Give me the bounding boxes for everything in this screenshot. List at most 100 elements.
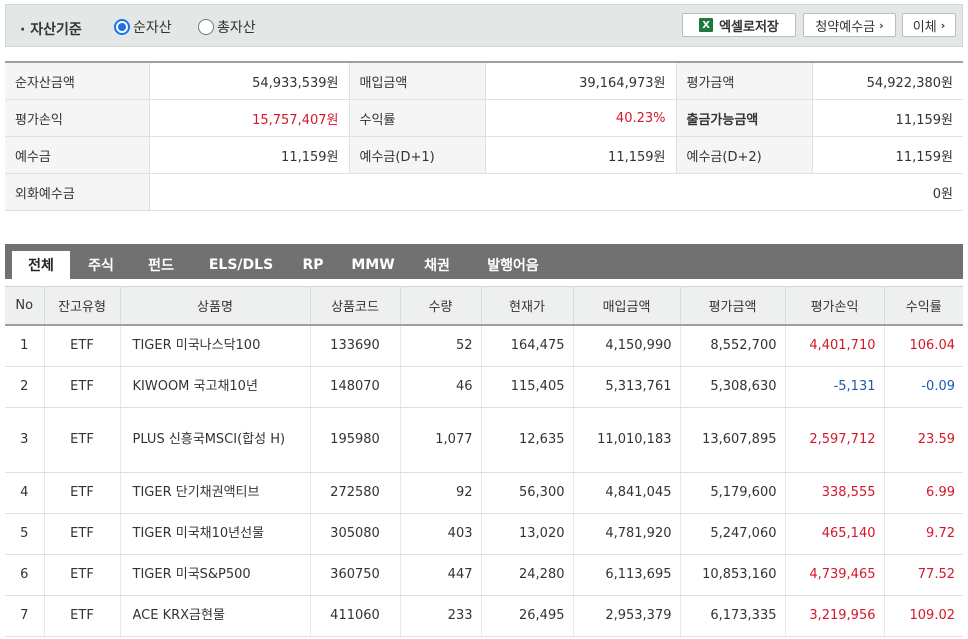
table-row[interactable]: 4 ETF TIGER 단기채권액티브 272580 92 56,300 4,8…	[5, 472, 963, 514]
cell-name[interactable]: TIGER 단기채권액티브	[120, 472, 311, 514]
tab-bond[interactable]: 채권	[424, 258, 450, 274]
cell-pl: -5,131	[785, 366, 885, 408]
cell-name[interactable]: TIGER 미국S&P500	[120, 554, 311, 596]
withdrawable-amount-value: 11,159원	[812, 99, 963, 137]
cell-buy: 11,010,183	[573, 407, 681, 473]
col-header-type[interactable]: 잔고유형	[44, 286, 121, 326]
col-header-code[interactable]: 상품코드	[310, 286, 401, 326]
deposit-d1-value: 11,159원	[485, 136, 677, 174]
cell-qty: 92	[400, 472, 482, 514]
cell-rate: 23.59	[884, 407, 963, 473]
radio-net-assets-label: 순자산	[133, 20, 172, 36]
cell-no: 5	[5, 513, 45, 555]
cell-qty: 52	[400, 325, 482, 367]
col-header-eval[interactable]: 평가금액	[680, 286, 786, 326]
foreign-deposit-value: 0원	[149, 173, 963, 211]
chevron-right-icon: ›	[879, 18, 884, 32]
cell-type: ETF	[44, 513, 121, 555]
cell-name[interactable]: KIWOOM 국고채10년	[120, 366, 311, 408]
summary-row: 예수금 11,159원 예수금(D+1) 11,159원 예수금(D+2) 11…	[5, 136, 963, 174]
cell-eval: 6,173,335	[680, 595, 786, 637]
cell-no: 1	[5, 325, 45, 367]
col-header-name[interactable]: 상품명	[120, 286, 311, 326]
cell-code: 305080	[310, 513, 401, 555]
cell-buy: 4,150,990	[573, 325, 681, 367]
cell-no: 7	[5, 595, 45, 637]
cell-buy: 5,313,761	[573, 366, 681, 408]
col-header-price[interactable]: 현재가	[481, 286, 574, 326]
deposit-d2-label: 예수금(D+2)	[676, 136, 813, 174]
cell-type: ETF	[44, 407, 121, 473]
table-row[interactable]: 7 ETF ACE KRX금현물 411060 233 26,495 2,953…	[5, 595, 963, 637]
cell-rate: 6.99	[884, 472, 963, 514]
tab-rp[interactable]: RP	[302, 257, 324, 273]
cell-qty: 403	[400, 513, 482, 555]
tab-mmw[interactable]: MMW	[351, 257, 395, 273]
cell-name[interactable]: PLUS 신흥국MSCI(합성 H)	[120, 407, 311, 473]
cell-price: 164,475	[481, 325, 574, 367]
withdrawable-amount-label: 출금가능금액	[676, 99, 813, 137]
cell-name[interactable]: TIGER 미국채10년선물	[120, 513, 311, 555]
asset-basis-label: · 자산기준	[20, 22, 82, 38]
cell-rate: 77.52	[884, 554, 963, 596]
deposit-d1-label: 예수금(D+1)	[349, 136, 486, 174]
cell-price: 24,280	[481, 554, 574, 596]
table-row[interactable]: 3 ETF PLUS 신흥국MSCI(합성 H) 195980 1,077 12…	[5, 407, 963, 473]
table-row[interactable]: 2 ETF KIWOOM 국고채10년 148070 46 115,405 5,…	[5, 366, 963, 408]
tab-stock[interactable]: 주식	[88, 258, 114, 274]
table-row[interactable]: 6 ETF TIGER 미국S&P500 360750 447 24,280 6…	[5, 554, 963, 596]
cell-no: 6	[5, 554, 45, 596]
unrealized-pl-label: 평가손익	[5, 99, 150, 137]
cell-eval: 5,179,600	[680, 472, 786, 514]
col-header-buy[interactable]: 매입금액	[573, 286, 681, 326]
cell-type: ETF	[44, 595, 121, 637]
table-row[interactable]: 5 ETF TIGER 미국채10년선물 305080 403 13,020 4…	[5, 513, 963, 555]
radio-total-assets[interactable]: 총자산	[198, 17, 256, 37]
foreign-deposit-label: 외화예수금	[5, 173, 150, 211]
holdings-table: No 잔고유형 상품명 상품코드 수량 현재가 매입금액 평가금액 평가손익 수…	[5, 286, 963, 637]
cell-pl: 338,555	[785, 472, 885, 514]
tab-all[interactable]: 전체	[12, 251, 70, 279]
asset-type-tabs: 전체 주식 펀드 ELS/DLS RP MMW 채권 발행어음	[5, 244, 963, 279]
subscription-deposit-button[interactable]: 청약예수금 ›	[803, 13, 896, 37]
cell-price: 26,495	[481, 595, 574, 637]
cell-qty: 46	[400, 366, 482, 408]
col-header-no[interactable]: No	[5, 286, 45, 326]
tab-fund[interactable]: 펀드	[148, 258, 174, 274]
radio-selected-icon[interactable]	[114, 19, 130, 35]
subscription-deposit-label: 청약예수금	[815, 19, 876, 35]
col-header-qty[interactable]: 수량	[400, 286, 482, 326]
save-excel-button[interactable]: X 엑셀로저장	[682, 13, 796, 37]
cell-pl: 4,739,465	[785, 554, 885, 596]
col-header-pl[interactable]: 평가손익	[785, 286, 885, 326]
net-asset-value: 54,933,539원	[149, 61, 350, 100]
asset-basis-bar: · 자산기준 순자산 총자산 X 엑셀로저장 청약예수금 › 이체 ›	[5, 4, 963, 47]
return-rate-value: 40.23%	[485, 99, 677, 137]
cell-rate: 106.04	[884, 325, 963, 367]
tab-issued-note[interactable]: 발행어음	[487, 258, 539, 274]
excel-icon: X	[699, 18, 714, 32]
cell-name[interactable]: TIGER 미국나스닥100	[120, 325, 311, 367]
deposit-label: 예수금	[5, 136, 150, 174]
cell-rate: -0.09	[884, 366, 963, 408]
summary-row: 평가손익 15,757,407원 수익률 40.23% 출금가능금액 11,15…	[5, 99, 963, 137]
purchase-amount-value: 39,164,973원	[485, 61, 677, 100]
tab-els-dls[interactable]: ELS/DLS	[208, 257, 274, 273]
cell-rate: 9.72	[884, 513, 963, 555]
col-header-rate[interactable]: 수익률	[884, 286, 963, 326]
table-row[interactable]: 1 ETF TIGER 미국나스닥100 133690 52 164,475 4…	[5, 325, 963, 367]
radio-net-assets[interactable]: 순자산	[114, 17, 172, 37]
cell-price: 12,635	[481, 407, 574, 473]
radio-total-assets-label: 총자산	[217, 20, 256, 36]
transfer-button[interactable]: 이체 ›	[902, 13, 956, 37]
transfer-label: 이체	[912, 19, 937, 35]
cell-qty: 1,077	[400, 407, 482, 473]
radio-unselected-icon[interactable]	[198, 19, 214, 35]
cell-type: ETF	[44, 554, 121, 596]
cell-price: 13,020	[481, 513, 574, 555]
cell-type: ETF	[44, 472, 121, 514]
cell-name[interactable]: ACE KRX금현물	[120, 595, 311, 637]
cell-pl: 465,140	[785, 513, 885, 555]
cell-no: 3	[5, 407, 45, 473]
cell-pl: 2,597,712	[785, 407, 885, 473]
